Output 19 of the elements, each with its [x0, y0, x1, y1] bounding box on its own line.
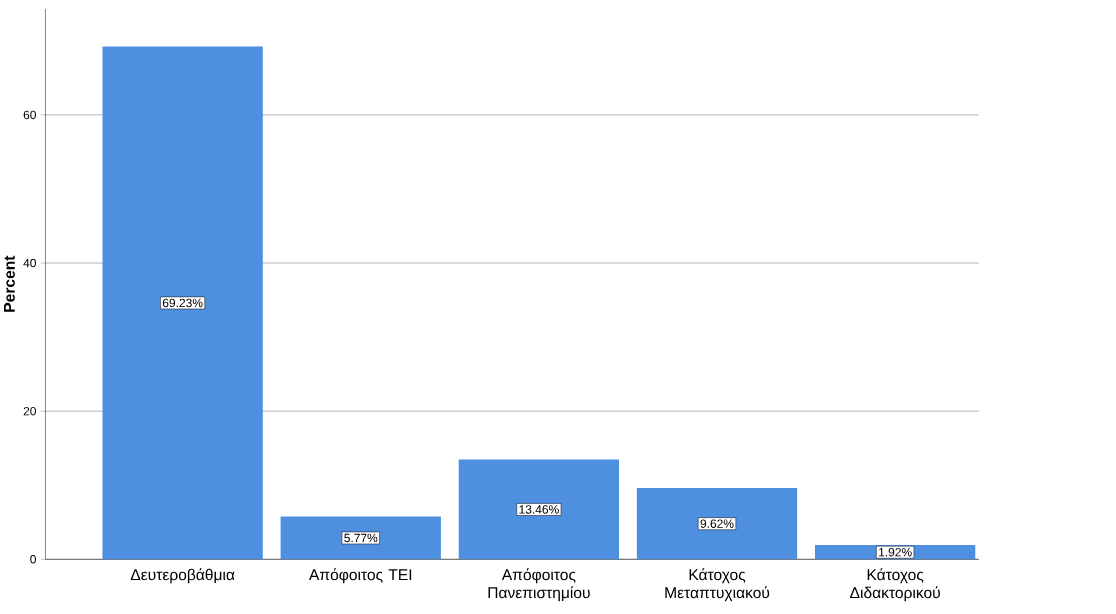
x-tick-label: Δευτεροβάθμια — [130, 568, 235, 584]
x-tick-label: Κάτοχος Διδακτορικού — [850, 568, 940, 602]
y-axis-title: Percent — [4, 255, 15, 312]
bar — [102, 46, 263, 560]
y-tick-label: 60 — [23, 110, 36, 120]
y-tick-label: 40 — [23, 258, 36, 268]
x-tick-label: Απόφοιτος ΤΕΙ — [308, 568, 412, 584]
data-label: 13.46% — [519, 505, 559, 514]
data-label: 5.77% — [344, 533, 378, 543]
bar — [280, 516, 441, 560]
bar — [636, 487, 798, 560]
y-tick-label: 0 — [30, 554, 36, 564]
y-tick-label: 20 — [23, 406, 36, 416]
data-label: 9.62% — [700, 519, 734, 528]
data-label: 69.23% — [162, 298, 203, 308]
x-tick-label: Απόφοιτος Πανεπιστημίου — [488, 568, 590, 602]
data-label: 1.92% — [879, 547, 912, 557]
x-tick-label: Κάτοχος Μεταπτυχιακού — [665, 568, 770, 602]
bar — [458, 459, 620, 560]
